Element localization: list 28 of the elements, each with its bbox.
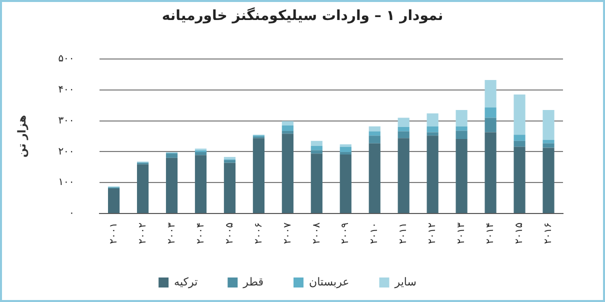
x-tick-label: ۲۰۰۸ <box>311 222 322 244</box>
x-tick-label: ۲۰۰۹ <box>340 222 352 244</box>
y-tick-label: ۰ <box>68 208 74 220</box>
x-tick-label: ۲۰۰۴ <box>195 222 206 244</box>
x-tick-label: ۲۰۱۶ <box>543 222 554 244</box>
x-tick-label: ۲۰۰۳ <box>166 222 178 244</box>
legend-label: قطر <box>242 275 264 288</box>
y-tick-label: ۲۰۰ <box>58 146 74 158</box>
x-tick-label: ۲۰۰۲ <box>137 222 148 244</box>
legend-label: ترکیه <box>174 275 198 288</box>
y-tick-label: ۱۰۰ <box>58 177 74 188</box>
x-tick-label: ۲۰۰۶ <box>253 222 264 244</box>
x-tick-label: ۲۰۰۱ <box>108 222 120 244</box>
y-tick-label: ۵۰۰ <box>58 54 74 65</box>
chart-title: نمودار ۱ – واردات سیلیکومنگنز خاورمیانه <box>160 8 444 24</box>
y-tick-label: ۴۰۰ <box>58 84 74 96</box>
x-tick-label: ۲۰۱۳ <box>456 222 468 244</box>
legend-label: سایر <box>394 275 416 288</box>
x-tick-label: ۲۰۰۷ <box>282 222 294 244</box>
x-tick-label: ۲۰۰۵ <box>224 222 236 244</box>
y-axis-title: هزار تن <box>15 115 28 158</box>
x-tick-label: ۲۰۱۱ <box>398 222 410 244</box>
x-tick-label: ۲۰۱۰ <box>369 222 380 244</box>
y-tick-label: ۳۰۰ <box>58 115 74 126</box>
x-tick-label: ۲۰۱۵ <box>514 222 526 244</box>
legend-label: عربستان <box>308 275 350 288</box>
x-tick-label: ۲۰۱۲ <box>427 222 438 244</box>
x-tick-label: ۲۰۱۴ <box>485 222 496 244</box>
